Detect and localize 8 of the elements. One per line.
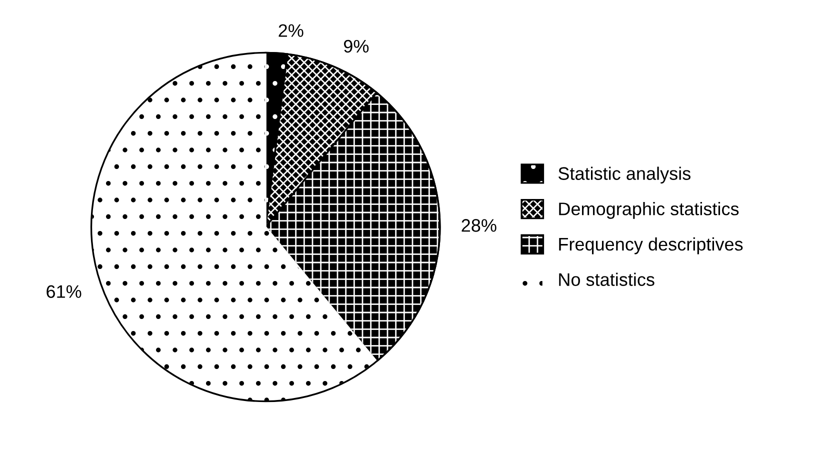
data-label: 9% xyxy=(344,40,369,53)
legend-label: No statistics xyxy=(559,272,654,286)
legend-label: Demographic statistics xyxy=(559,202,739,219)
legend-label: Frequency descriptives xyxy=(559,237,743,254)
legend-label: Statistic analysis xyxy=(558,166,690,184)
data-label: 2% xyxy=(278,24,304,37)
data-label: 61% xyxy=(46,285,82,298)
data-label: 28% xyxy=(462,219,496,232)
